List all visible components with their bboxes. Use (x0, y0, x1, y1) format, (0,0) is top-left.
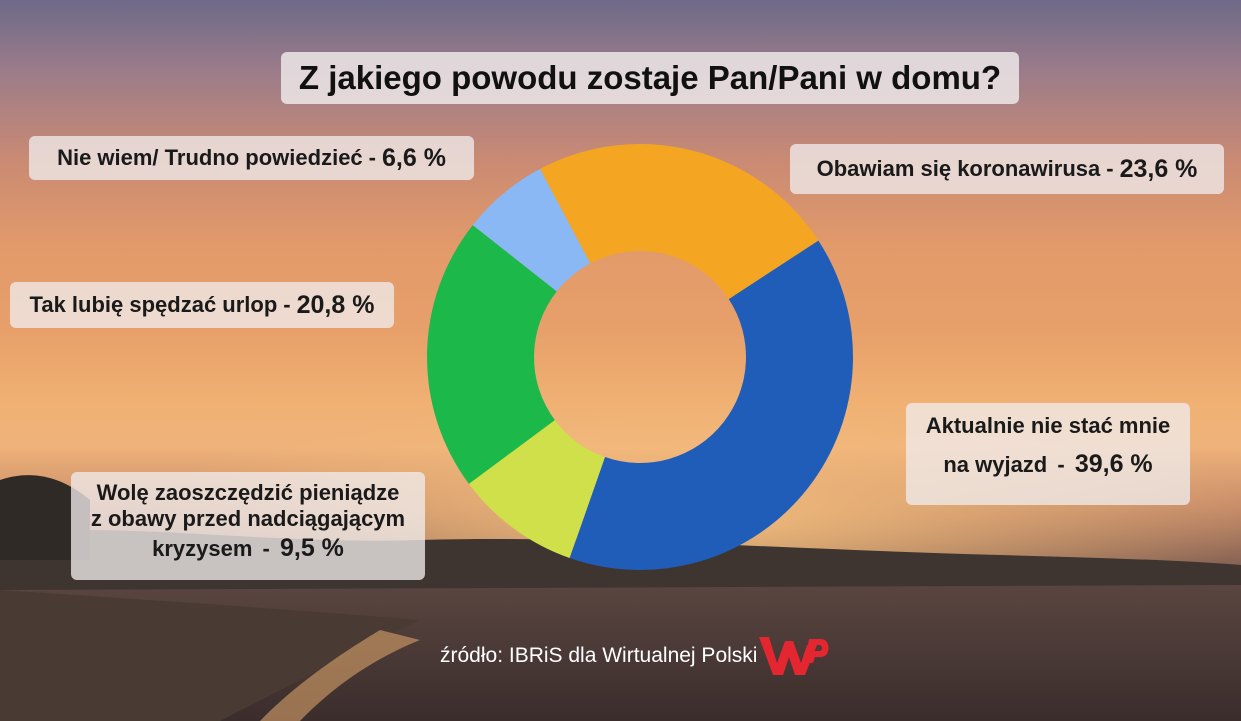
label-aktualnie-value: 39,6 % (1074, 450, 1153, 479)
label-nie-wiem: Nie wiem/ Trudno powiedzieć - 6,6 % (29, 136, 474, 180)
label-aktualnie: Aktualnie nie stać mnie na wyjazd - 39,6… (906, 403, 1190, 505)
label-aktualnie-line1: Aktualnie nie stać mnie (925, 413, 1171, 438)
wp-logo (759, 637, 829, 675)
label-obawiam-value: 23,6 % (1119, 155, 1198, 183)
label-tak-value: 20,8 % (296, 291, 375, 319)
source-note: źródło: IBRiS dla Wirtualnej Polski (440, 644, 758, 667)
shore-reflection (260, 630, 420, 721)
slice-aktualnie (569, 240, 854, 570)
label-obawiam: Obawiam się koronawirusa - 23,6 % (790, 144, 1224, 194)
beach (0, 590, 420, 721)
label-wole-value: 9,5 % (279, 533, 344, 562)
label-tak: Tak lubię spędzać urlop - 20,8 % (10, 282, 394, 328)
slice-nie-wiem (472, 168, 591, 292)
label-nie-wiem-value: 6,6 % (382, 144, 446, 172)
label-obawiam-text: Obawiam się koronawirusa (816, 155, 1101, 181)
label-wole-line2: z obawy przed nadciągającym (90, 506, 406, 532)
slice-wole (468, 420, 605, 559)
wp-logo-w (759, 637, 817, 675)
label-tak-text: Tak lubię spędzać urlop (29, 291, 278, 317)
trees-left (0, 475, 90, 560)
label-wole-line3: kryzysem (152, 535, 253, 561)
label-nie-wiem-text: Nie wiem/ Trudno powiedzieć (57, 144, 363, 170)
chart-title: Z jakiego powodu zostaje Pan/Pani w domu… (281, 52, 1019, 104)
label-wole: Wolę zaoszczędzić pieniądze z obawy prze… (71, 472, 425, 580)
slice-obawiam (540, 144, 819, 300)
label-aktualnie-line2: na wyjazd (943, 452, 1048, 478)
slice-tak (427, 225, 557, 484)
wp-logo-p (805, 639, 829, 663)
label-wole-line1: Wolę zaoszczędzić pieniądze (96, 480, 400, 505)
